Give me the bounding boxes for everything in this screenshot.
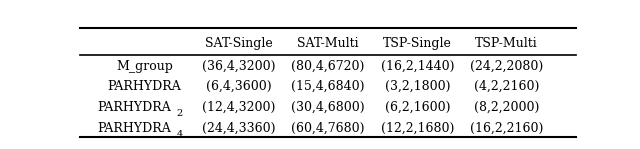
Text: (3,2,1800): (3,2,1800) <box>385 80 450 93</box>
Text: PARHYDRA: PARHYDRA <box>98 122 172 135</box>
Text: (15,4,6840): (15,4,6840) <box>291 80 365 93</box>
Text: (30,4,6800): (30,4,6800) <box>291 101 365 114</box>
Text: (6,2,1600): (6,2,1600) <box>385 101 450 114</box>
Text: (24,2,2080): (24,2,2080) <box>470 60 543 73</box>
Text: (16,2,1440): (16,2,1440) <box>381 60 454 73</box>
Text: (16,2,2160): (16,2,2160) <box>470 122 543 135</box>
Text: (12,4,3200): (12,4,3200) <box>202 101 275 114</box>
Text: (60,4,7680): (60,4,7680) <box>291 122 365 135</box>
Text: (24,4,3360): (24,4,3360) <box>202 122 275 135</box>
Text: 2: 2 <box>177 109 183 118</box>
Text: PARHYDRA: PARHYDRA <box>108 80 181 93</box>
Text: TSP-Multi: TSP-Multi <box>475 37 538 50</box>
Text: PARHYDRA: PARHYDRA <box>98 101 172 114</box>
Text: (8,2,2000): (8,2,2000) <box>474 101 540 114</box>
Text: TSP-Single: TSP-Single <box>383 37 452 50</box>
Text: SAT-Multi: SAT-Multi <box>297 37 359 50</box>
Text: M_group: M_group <box>116 60 173 73</box>
Text: (6,4,3600): (6,4,3600) <box>206 80 271 93</box>
Text: (80,4,6720): (80,4,6720) <box>291 60 365 73</box>
Text: (4,2,2160): (4,2,2160) <box>474 80 540 93</box>
Text: (36,4,3200): (36,4,3200) <box>202 60 275 73</box>
Text: (12,2,1680): (12,2,1680) <box>381 122 454 135</box>
Text: 4: 4 <box>177 130 183 139</box>
Text: SAT-Single: SAT-Single <box>205 37 273 50</box>
